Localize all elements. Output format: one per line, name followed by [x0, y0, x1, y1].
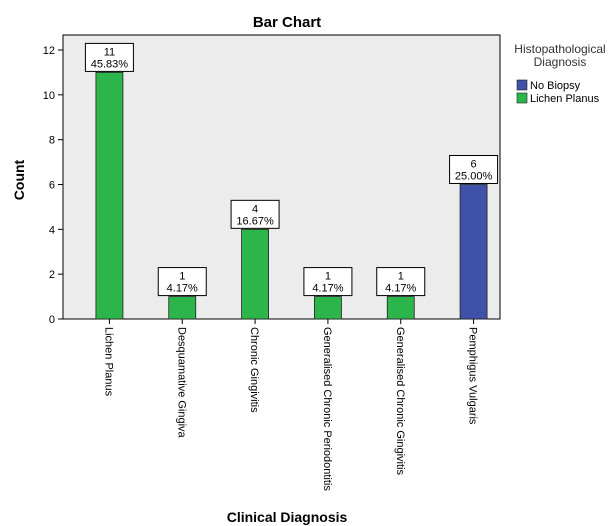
legend-item-label: No Biopsy	[530, 80, 581, 92]
x-tick-label: Chronic Gingivitis	[248, 327, 260, 413]
x-tick-label: Desquamative Gingiva	[175, 327, 187, 439]
x-tick-label: Generalised Chronic Periodontitis	[321, 327, 333, 491]
data-label-count: 1	[179, 271, 185, 283]
y-tick-label: 4	[49, 224, 55, 236]
data-label-count: 1	[325, 271, 331, 283]
data-label-percent: 4.17%	[312, 283, 343, 295]
data-label-box	[84, 42, 134, 72]
y-tick-label: 2	[49, 269, 55, 281]
plot-area	[62, 34, 501, 320]
y-tick-label: 12	[43, 45, 55, 57]
data-label-box	[449, 155, 499, 184]
x-axis-title: Clinical Diagnosis	[227, 509, 348, 525]
chart-title: Bar Chart	[253, 14, 321, 31]
data-label-count: 11	[104, 46, 115, 58]
data-label-box	[376, 267, 426, 297]
y-tick-label: 0	[49, 314, 55, 326]
y-tick-label: 8	[49, 135, 55, 147]
data-label-percent: 4.17%	[385, 283, 416, 295]
bar	[95, 72, 124, 320]
data-label-box	[157, 267, 207, 297]
x-tick-label: Pemphigus Vulgaris	[467, 327, 479, 425]
bar	[168, 296, 197, 320]
data-label-box	[303, 267, 353, 297]
data-label-percent: 16.67%	[236, 215, 274, 227]
bar	[241, 228, 269, 320]
legend-title: Diagnosis	[534, 55, 587, 69]
y-tick-label: 6	[49, 180, 55, 192]
legend-item-label: Lichen Planus	[530, 93, 600, 105]
x-tick-label: Lichen Planus	[102, 327, 114, 397]
data-label-count: 1	[398, 271, 404, 283]
legend-swatch	[516, 79, 528, 91]
bar	[459, 184, 488, 320]
y-axis-title: Count	[11, 159, 27, 200]
bar	[386, 296, 415, 320]
legend-title: Histopathological	[514, 42, 605, 56]
data-label-count: 4	[252, 203, 258, 215]
y-tick-label: 10	[43, 90, 55, 102]
data-label-count: 6	[471, 159, 477, 171]
legend-swatch	[516, 92, 528, 104]
data-label-percent: 25.00%	[455, 171, 493, 183]
data-label-percent: 4.17%	[167, 283, 198, 295]
data-label-percent: 45.83%	[91, 58, 129, 70]
data-label-box	[230, 199, 280, 229]
x-tick-label: Generalised Chronic Gingivitis	[394, 327, 406, 475]
bar	[314, 296, 342, 320]
